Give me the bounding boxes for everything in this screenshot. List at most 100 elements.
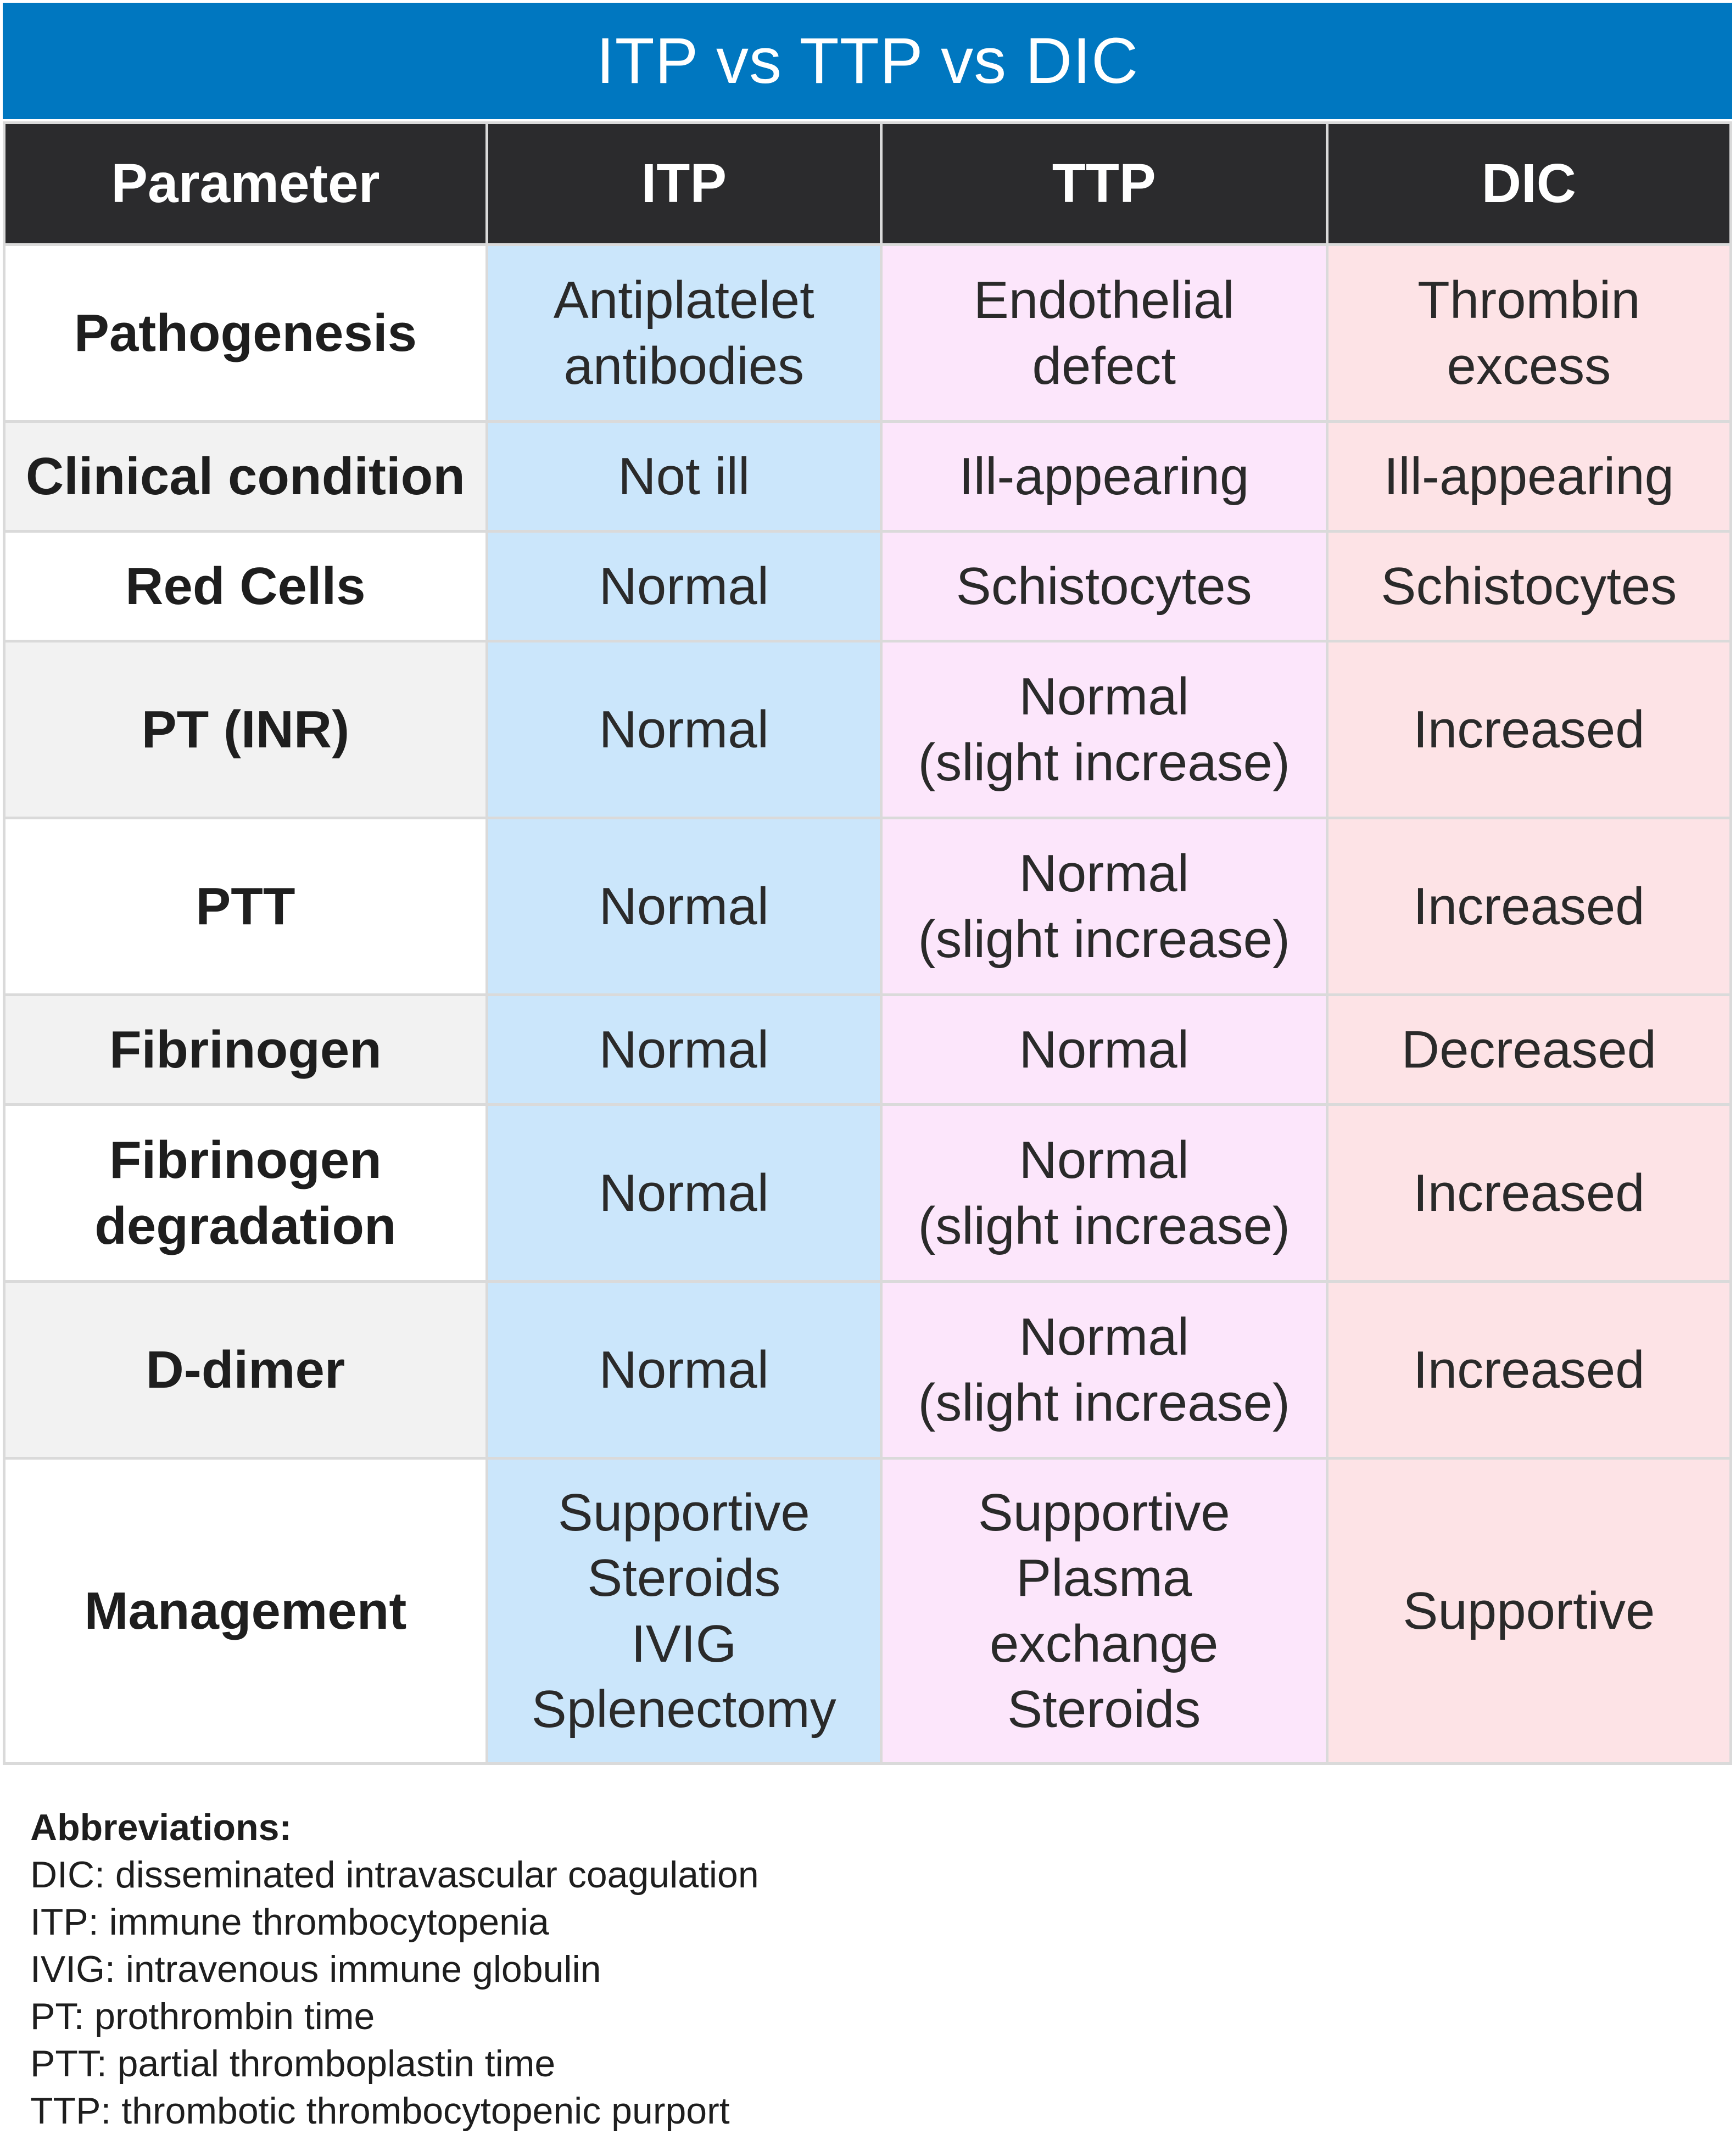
abbreviation-item: PT: prothrombin time xyxy=(30,1996,375,2037)
cell-text-line: (slight increase) xyxy=(918,909,1291,969)
header-itp: ITP xyxy=(485,121,883,246)
cell-text-line: excess xyxy=(1447,336,1611,395)
cell-text-line: (slight increase) xyxy=(918,1196,1291,1255)
cell-text-line: defect xyxy=(1032,336,1176,395)
cell-text-line: Thrombin xyxy=(1417,271,1640,330)
cell-text-line: Ill-appearing xyxy=(1383,446,1674,506)
comparison-table: Parameter ITP TTP DIC Pathogenesis Antipl… xyxy=(3,121,1733,1765)
dic-cell: Increased xyxy=(1325,1103,1733,1283)
parameter-cell: Clinical condition xyxy=(3,420,488,533)
table-row: PT (INR) Normal Normal (slight increase) Inc… xyxy=(3,640,1733,819)
cell-text-line: Red Cells xyxy=(125,556,366,616)
cell-text-line: antibodies xyxy=(563,336,805,395)
cell-text-line: Increased xyxy=(1413,700,1645,759)
table-row: Clinical condition Not ill Ill-appearing Il… xyxy=(3,420,1733,533)
dic-cell: Schistocytes xyxy=(1325,530,1733,642)
table-row: Pathogenesis Antiplatelet antibodies Endoth… xyxy=(3,243,1733,423)
cell-text-line: Normal xyxy=(599,556,769,616)
table-title: ITP vs TTP vs DIC xyxy=(3,3,1732,119)
parameter-cell: Management xyxy=(3,1457,488,1765)
ttp-cell: Schistocytes xyxy=(879,530,1328,642)
ttp-cell: Normal (slight increase) xyxy=(879,640,1328,819)
cell-text-line: Management xyxy=(84,1581,407,1640)
cell-text-line: Normal xyxy=(1019,1020,1189,1079)
abbreviation-item: ITP: immune thrombocytopenia xyxy=(30,1901,549,1943)
cell-text-line: Increased xyxy=(1413,876,1645,936)
dic-cell: Increased xyxy=(1325,817,1733,996)
dic-cell: Thrombin excess xyxy=(1325,243,1733,423)
cell-text-line: Increased xyxy=(1413,1163,1645,1222)
itp-cell: Normal xyxy=(485,640,883,819)
cell-text-line: Normal xyxy=(1019,844,1189,903)
cell-text-line: Increased xyxy=(1413,1340,1645,1399)
dic-cell: Increased xyxy=(1325,640,1733,819)
abbreviation-item: TTP: thrombotic thrombocytopenic purport xyxy=(30,2090,730,2132)
table-row: PTT Normal Normal (slight increase) Increase… xyxy=(3,817,1733,996)
cell-text-line: Supportive xyxy=(1403,1581,1655,1640)
dic-cell: Ill-appearing xyxy=(1325,420,1733,533)
cell-text-line: Normal xyxy=(599,1020,769,1079)
cell-text-line: Normal xyxy=(1019,1131,1189,1190)
ttp-cell: Endothelial defect xyxy=(879,243,1328,423)
cell-text-line: Not ill xyxy=(618,446,750,506)
cell-text-line: Normal xyxy=(599,700,769,759)
abbreviation-item: PTT: partial thromboplastin time xyxy=(30,2043,556,2085)
dic-cell: Decreased xyxy=(1325,993,1733,1106)
parameter-cell: Fibrinogen xyxy=(3,993,488,1106)
itp-cell: Normal xyxy=(485,993,883,1106)
ttp-cell: Ill-appearing xyxy=(879,420,1328,533)
ttp-cell: Normal (slight increase) xyxy=(879,817,1328,996)
cell-text-line: Steroids xyxy=(1007,1679,1201,1739)
dic-cell: Supportive xyxy=(1325,1457,1733,1765)
table-row: Fibrinogen degradation Normal Normal (slight… xyxy=(3,1103,1733,1283)
itp-cell: Normal xyxy=(485,817,883,996)
header-ttp: TTP xyxy=(879,121,1328,246)
cell-text-line: exchange xyxy=(990,1614,1219,1673)
itp-cell: Normal xyxy=(485,1103,883,1283)
parameter-cell: PT (INR) xyxy=(3,640,488,819)
itp-cell: Not ill xyxy=(485,420,883,533)
header-parameter: Parameter xyxy=(3,121,488,246)
cell-text-line: Schistocytes xyxy=(956,556,1252,616)
ttp-cell: Normal (slight increase) xyxy=(879,1280,1328,1460)
cell-text-line: degradation xyxy=(94,1196,397,1255)
parameter-cell: Pathogenesis xyxy=(3,243,488,423)
abbreviation-item: IVIG: intravenous immune globulin xyxy=(30,1948,601,1990)
ttp-cell: Supportive Plasma exchange Steroids xyxy=(879,1457,1328,1765)
itp-cell: Normal xyxy=(485,530,883,642)
cell-text-line: Splenectomy xyxy=(531,1679,836,1739)
table-row: Management Supportive Steroids IVIG Splenect… xyxy=(3,1457,1733,1765)
cell-text-line: Normal xyxy=(599,1163,769,1222)
cell-text-line: Normal xyxy=(599,1340,769,1399)
table-row: Red Cells Normal Schistocytes Schistocytes xyxy=(3,530,1733,642)
cell-text-line: (slight increase) xyxy=(918,1373,1291,1432)
cell-text-line: PT (INR) xyxy=(141,700,350,759)
cell-text-line: PTT xyxy=(196,876,295,936)
cell-text-line: Supportive xyxy=(557,1483,810,1543)
cell-text-line: Pathogenesis xyxy=(74,303,417,362)
table-row: Fibrinogen Normal Normal Decreased xyxy=(3,993,1733,1106)
cell-text-line: Supportive xyxy=(978,1483,1230,1543)
cell-text-line: Fibrinogen xyxy=(109,1020,382,1079)
cell-text-line: IVIG xyxy=(631,1614,737,1673)
abbreviations-section: Abbreviations: DIC: disseminated intrava… xyxy=(30,1804,1678,2135)
cell-text-line: Antiplatelet xyxy=(553,271,814,330)
cell-text-line: Normal xyxy=(1019,667,1189,727)
cell-text-line: Decreased xyxy=(1401,1020,1656,1079)
cell-text-line: Ill-appearing xyxy=(959,446,1249,506)
cell-text-line: Steroids xyxy=(587,1549,781,1608)
abbreviations-heading: Abbreviations: xyxy=(30,1807,292,1848)
parameter-cell: Red Cells xyxy=(3,530,488,642)
cell-text-line: Normal xyxy=(599,876,769,936)
itp-cell: Antiplatelet antibodies xyxy=(485,243,883,423)
dic-cell: Increased xyxy=(1325,1280,1733,1460)
ttp-cell: Normal xyxy=(879,993,1328,1106)
cell-text-line: Plasma xyxy=(1016,1549,1192,1608)
header-dic: DIC xyxy=(1325,121,1733,246)
abbreviations-list: DIC: disseminated intravascular coagulat… xyxy=(30,1851,1678,2135)
cell-text-line: Endothelial xyxy=(973,271,1235,330)
table-body: Pathogenesis Antiplatelet antibodies Endoth… xyxy=(3,243,1733,1765)
parameter-cell: D-dimer xyxy=(3,1280,488,1460)
itp-cell: Normal xyxy=(485,1280,883,1460)
